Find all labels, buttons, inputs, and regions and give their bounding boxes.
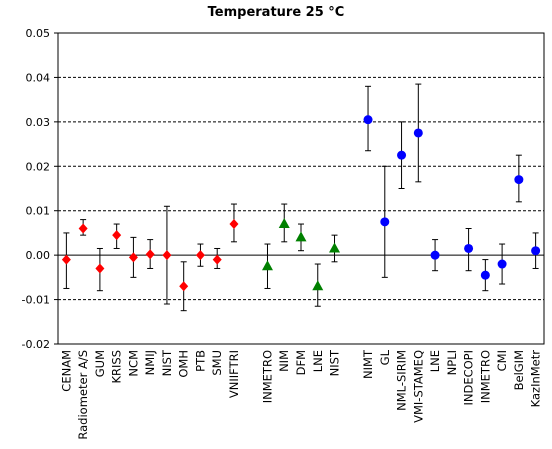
- y-tick-label: 0.03: [26, 116, 51, 129]
- y-tick-label: 0.04: [26, 71, 51, 84]
- data-point-circle: [397, 150, 407, 160]
- data-point-diamond: [95, 263, 105, 274]
- grid-layer: [58, 32, 544, 301]
- data-point-diamond: [229, 219, 239, 230]
- x-tick-label: LNE: [311, 350, 325, 372]
- x-tick-label: GL: [378, 349, 392, 365]
- chart-title: Temperature 25 °C: [207, 5, 345, 20]
- data-point-diamond: [195, 250, 205, 261]
- data-point-circle: [363, 115, 373, 125]
- data-point-diamond: [128, 252, 138, 263]
- x-tick-label: INMETRO: [260, 350, 274, 403]
- data-point-circle: [413, 128, 423, 138]
- x-tick-label: INDECOPI: [462, 350, 476, 406]
- data-point-circle: [430, 250, 440, 260]
- data-point-diamond: [112, 230, 122, 241]
- x-tick-label: PTB: [193, 350, 207, 372]
- x-tick-label: KazInMetr: [529, 350, 543, 408]
- ytick-layer: 0.05 0.04 0.03 0.02 0.01 0.00 -0.01 -0.02: [22, 27, 50, 351]
- x-tick-label: NML-SIRIM: [395, 350, 409, 411]
- y-tick-label: -0.01: [22, 294, 50, 307]
- xtick-layer: CENAM Radiometer A/S GUM KRISS NCM NMIJ NIST OM…: [59, 349, 542, 440]
- x-tick-label: GUM: [93, 350, 107, 377]
- x-tick-label: NIMT: [361, 349, 375, 379]
- errorbar-layer: [63, 83, 539, 312]
- data-point-circle: [380, 217, 390, 227]
- x-tick-label: NMIJ: [143, 350, 157, 375]
- data-point-triangle: [278, 218, 290, 229]
- x-tick-label: VNIIFTRI: [227, 350, 241, 398]
- data-point-triangle: [295, 231, 307, 242]
- data-point-circle: [464, 243, 474, 253]
- data-point-triangle: [312, 280, 324, 291]
- data-point-diamond: [179, 281, 189, 292]
- data-point-diamond: [162, 250, 172, 261]
- data-point-circle: [514, 175, 524, 185]
- x-tick-label: NIM: [277, 350, 291, 372]
- x-tick-label: LNE: [428, 350, 442, 372]
- plot-frame: [57, 32, 545, 345]
- x-tick-label: INMETRO: [478, 350, 492, 403]
- y-tick-label: 0.02: [26, 160, 51, 173]
- x-tick-label: CMI: [495, 350, 509, 371]
- x-tick-label: NIST: [328, 349, 342, 376]
- data-point-circle: [480, 270, 490, 280]
- x-tick-label: KRISS: [110, 350, 124, 384]
- data-point-diamond: [78, 223, 88, 234]
- x-tick-label: NPLI: [445, 350, 459, 375]
- marker-layer: [61, 115, 541, 292]
- y-tick-label: 0.01: [26, 205, 51, 218]
- data-point-triangle: [261, 260, 273, 271]
- x-tick-label: CENAM: [59, 350, 73, 392]
- x-tick-label: NCM: [126, 350, 140, 377]
- x-tick-label: BelGIM: [512, 350, 526, 390]
- y-tick-label: 0.05: [26, 27, 51, 40]
- data-point-diamond: [61, 254, 71, 265]
- axis-layer: [54, 32, 545, 345]
- x-tick-label: VMI-STAMEQ: [411, 350, 425, 423]
- x-tick-label: OMH: [177, 350, 191, 378]
- x-tick-label: SMU: [210, 350, 224, 376]
- data-point-circle: [497, 259, 507, 269]
- y-tick-label: 0.00: [26, 249, 51, 262]
- x-tick-label: NIST: [160, 349, 174, 376]
- data-point-triangle: [329, 242, 341, 253]
- x-tick-label: Radiometer A/S: [76, 350, 90, 440]
- data-point-diamond: [145, 249, 155, 260]
- y-tick-label: -0.02: [22, 338, 50, 351]
- x-tick-label: DFM: [294, 350, 308, 375]
- data-point-circle: [531, 246, 541, 256]
- data-point-diamond: [212, 254, 222, 265]
